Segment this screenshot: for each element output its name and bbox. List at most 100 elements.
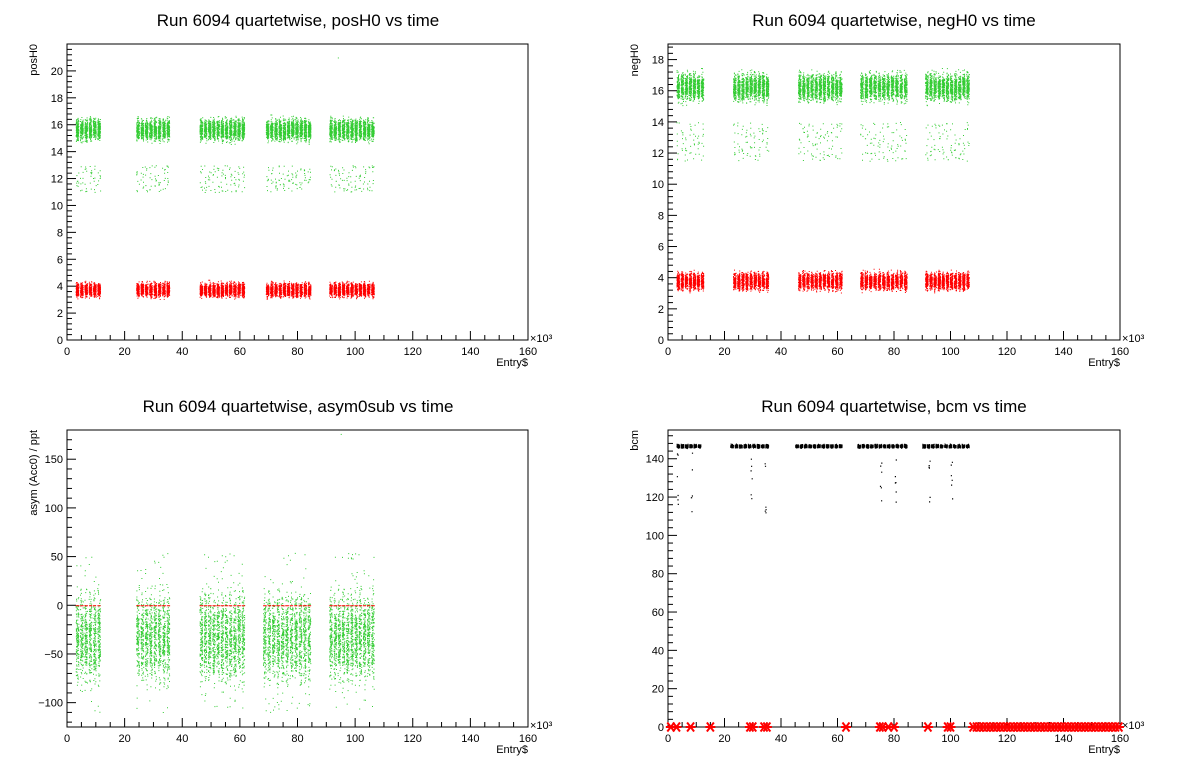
star-marker <box>1113 721 1124 733</box>
y-tick-label: 12 <box>51 174 63 186</box>
y-axis-label: asym (Acc0) / ppt <box>28 430 40 516</box>
y-axis-label: negH0 <box>629 44 641 76</box>
series-0 <box>75 114 375 193</box>
outlier-point <box>337 57 339 59</box>
star-marker <box>705 721 716 733</box>
y-tick-label: 6 <box>658 242 664 254</box>
y-tick-label: 2 <box>57 308 63 320</box>
x-tick-label: 60 <box>234 733 246 745</box>
x-exponent-label: ×10³ <box>530 720 553 732</box>
y-tick-label: 80 <box>652 569 664 581</box>
x-axis-label: Entry$ <box>496 744 528 756</box>
x-tick-label: 20 <box>119 346 131 358</box>
point-cloud <box>75 605 375 607</box>
y-tick-label: 14 <box>652 117 664 129</box>
x-tick-label: 100 <box>346 733 364 745</box>
x-tick-label: 60 <box>234 346 246 358</box>
x-exponent-label: ×10³ <box>530 333 553 345</box>
chart-asym0sub-vs-time: Run 6094 quartetwise, asym0sub vs time 0 2… <box>28 397 553 756</box>
x-tick-label: 160 <box>519 346 537 358</box>
x-tick-label: 0 <box>64 733 70 745</box>
x-exponent-label: ×10³ <box>1122 333 1145 345</box>
y-tick-label: −50 <box>44 649 63 661</box>
x-tick-label: 80 <box>888 733 900 745</box>
x-tick-label: 80 <box>291 346 303 358</box>
star-marker <box>671 721 682 733</box>
series-1 <box>75 605 375 607</box>
x-tick-label: 140 <box>1054 733 1072 745</box>
x-tick-label: 140 <box>461 733 479 745</box>
x-tick-label: 160 <box>1111 346 1129 358</box>
x-tick-label: 120 <box>998 346 1016 358</box>
x-axis-label: Entry$ <box>496 357 528 369</box>
outlier-point <box>340 433 342 435</box>
y-tick-label: 20 <box>652 684 664 696</box>
x-exponent-label: ×10³ <box>1122 720 1145 732</box>
point-cloud <box>75 279 375 300</box>
x-tick-label: 120 <box>998 733 1016 745</box>
point-cloud <box>676 268 970 294</box>
y-tick-label: 8 <box>57 227 63 239</box>
y-tick-label: 60 <box>652 607 664 619</box>
x-tick-label: 140 <box>1054 346 1072 358</box>
x-tick-label: 120 <box>404 346 422 358</box>
plot-frame <box>66 429 529 728</box>
y-tick-label: 100 <box>45 503 63 515</box>
series-0 <box>75 552 375 713</box>
chart-negh0-vs-time: Run 6094 quartetwise, negH0 vs time 0 20 40… <box>629 11 1145 369</box>
chart-title: Run 6094 quartetwise, bcm vs time <box>761 397 1027 416</box>
y-tick-label: 100 <box>646 530 664 542</box>
x-tick-label: 20 <box>718 733 730 745</box>
star-marker <box>945 721 956 733</box>
x-tick-label: 40 <box>176 733 188 745</box>
x-tick-label: 0 <box>665 346 671 358</box>
x-tick-label: 120 <box>404 733 422 745</box>
chart-title: Run 6094 quartetwise, asym0sub vs time <box>143 397 454 416</box>
x-tick-label: 160 <box>519 733 537 745</box>
chart-title: Run 6094 quartetwise, posH0 vs time <box>157 11 440 30</box>
point-cloud <box>676 68 970 162</box>
x-tick-label: 80 <box>888 346 900 358</box>
point-cloud <box>75 114 375 193</box>
y-axis-label: bcm <box>629 430 641 451</box>
x-tick-label: 100 <box>941 346 959 358</box>
y-tick-label: 4 <box>658 273 664 285</box>
point-cloud <box>75 552 375 713</box>
series-0 <box>676 68 970 162</box>
y-tick-label: 10 <box>652 179 664 191</box>
y-tick-label: 12 <box>652 148 664 160</box>
y-tick-label: −100 <box>38 698 63 710</box>
y-tick-label: 2 <box>658 304 664 316</box>
chart-title: Run 6094 quartetwise, negH0 vs time <box>752 11 1036 30</box>
y-tick-label: 16 <box>652 86 664 98</box>
star-marker <box>747 721 758 733</box>
data-points <box>75 433 375 713</box>
y-tick-label: 20 <box>51 66 63 78</box>
series-1 <box>676 268 970 294</box>
x-tick-label: 20 <box>718 346 730 358</box>
chart-bcm-vs-time: Run 6094 quartetwise, bcm vs time 0 20 40 60… <box>629 397 1145 756</box>
y-tick-label: 4 <box>57 281 63 293</box>
data-points <box>676 68 970 294</box>
x-tick-label: 160 <box>1111 733 1129 745</box>
y-tick-label: 6 <box>57 254 63 266</box>
y-tick-label: 8 <box>658 210 664 222</box>
y-tick-label: 150 <box>45 454 63 466</box>
star-marker <box>685 721 696 733</box>
x-tick-label: 40 <box>775 733 787 745</box>
data-points <box>665 443 1124 733</box>
y-tick-label: 14 <box>51 147 63 159</box>
x-tick-label: 80 <box>291 733 303 745</box>
point-cloud <box>676 443 970 514</box>
x-axis-label: Entry$ <box>1088 744 1120 756</box>
y-tick-label: 0 <box>658 722 664 734</box>
x-tick-label: 60 <box>831 733 843 745</box>
y-tick-label: 40 <box>652 645 664 657</box>
y-tick-label: 0 <box>57 335 63 347</box>
star-marker <box>889 721 899 733</box>
x-axis-label: Entry$ <box>1088 357 1120 369</box>
star-marker <box>761 721 772 733</box>
x-tick-label: 40 <box>775 346 787 358</box>
x-tick-label: 100 <box>346 346 364 358</box>
